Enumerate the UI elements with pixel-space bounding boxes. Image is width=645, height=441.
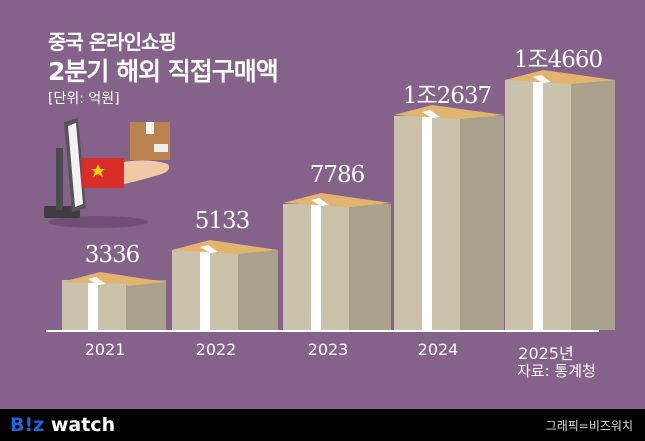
x-tick-2021: 2021 — [84, 340, 126, 359]
logo-biz: B!z — [10, 414, 45, 436]
bar-2022 — [172, 240, 278, 330]
banknote-top-icon — [62, 272, 166, 286]
x-tick-2022: 2022 — [195, 340, 237, 359]
banknote-top-icon — [283, 193, 391, 207]
data-label-2024: 1조2637 — [402, 83, 492, 109]
banknote-top-icon — [172, 240, 278, 254]
data-label-2025: 1조4660 — [513, 47, 603, 73]
data-label-2023: 7786 — [309, 162, 366, 188]
chart-title-line1: 중국 온라인쇼핑 — [48, 30, 177, 54]
data-label-2021: 3336 — [84, 242, 141, 268]
x-tick-2024: 2024 — [417, 340, 459, 359]
footer-bar: B!z watch 그래픽=비즈워치 — [0, 409, 645, 441]
bar-2024 — [394, 105, 504, 330]
source-note: 자료: 통계청 — [517, 362, 596, 380]
graphic-credit: 그래픽=비즈워치 — [545, 419, 633, 433]
chart-title-line2: 2분기 해외 직접구매액 — [48, 57, 279, 86]
monitor-hand-parcel-icon — [44, 118, 170, 228]
bar-2023 — [283, 193, 391, 330]
data-label-2022: 5133 — [194, 208, 251, 234]
unit-label: [단위: 억원] — [48, 91, 120, 107]
banknote-top-icon — [394, 105, 504, 119]
x-tick-2025: 2025년 — [518, 344, 574, 363]
online-shopping-illustration — [38, 118, 178, 230]
banknote-top-icon — [505, 70, 615, 84]
x-axis-line — [46, 330, 599, 332]
logo-watch: watch — [50, 414, 116, 436]
x-tick-2023: 2023 — [307, 340, 349, 359]
bizwatch-logo: B!z watch — [10, 414, 115, 436]
bar-2021 — [62, 272, 166, 330]
bar-2025 — [505, 70, 615, 330]
